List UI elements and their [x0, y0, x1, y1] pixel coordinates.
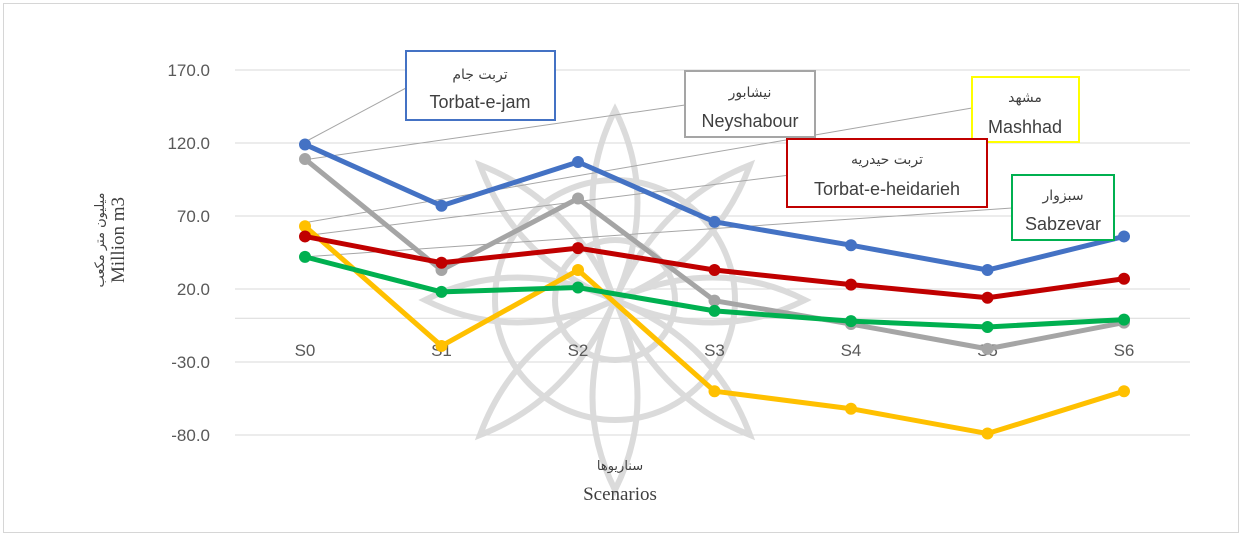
- series-label-neyshabour: نیشابور Neyshabour: [684, 70, 816, 138]
- y-axis-ticks: 170.0 120.0 70.0 20.0 -30.0 -80.0: [167, 61, 210, 445]
- data-point: [435, 339, 448, 352]
- series-label-fa: نیشابور: [728, 85, 772, 101]
- data-point: [981, 342, 994, 355]
- data-point: [572, 281, 584, 294]
- series-label-en: Torbat-e-jam: [429, 92, 530, 112]
- data-point: [299, 138, 311, 151]
- x-axis-title-fa: سناریوها: [597, 459, 643, 474]
- data-point: [572, 192, 584, 205]
- y-axis-title-fa: میلیون متر مکعب: [93, 193, 108, 288]
- x-axis-ticks: S0S1S2S3S4S5S6: [295, 341, 1135, 360]
- data-point: [708, 304, 721, 317]
- series-label-sabzevar: سبزوار Sabzevar: [1011, 174, 1115, 241]
- data-point: [708, 294, 721, 307]
- series-label-fa: مشهد: [1008, 90, 1042, 106]
- data-point: [435, 285, 448, 298]
- x-tick-label: S6: [1114, 341, 1135, 360]
- data-point: [845, 239, 857, 252]
- data-point: [981, 264, 994, 277]
- data-point: [572, 155, 584, 168]
- data-point: [708, 385, 721, 398]
- y-axis-title-en: Million m3: [108, 197, 129, 283]
- x-tick-label: S2: [568, 341, 589, 360]
- series-label-mashhad: مشهد Mashhad: [971, 76, 1080, 143]
- series-label-en: Torbat-e-heidarieh: [814, 179, 960, 199]
- series-label-en: Mashhad: [988, 117, 1062, 137]
- data-point: [845, 402, 857, 415]
- data-point: [572, 264, 584, 277]
- data-point: [981, 320, 994, 333]
- data-point: [1118, 385, 1130, 398]
- data-point: [1118, 230, 1130, 243]
- x-tick-label: S0: [295, 341, 316, 360]
- series-label-fa: سبزوار: [1041, 188, 1083, 204]
- x-tick-label: S3: [704, 341, 725, 360]
- series-label-torbat-e-heidarieh: تربت حیدریه Torbat-e-heidarieh: [786, 138, 988, 208]
- data-point: [845, 315, 857, 328]
- y-tick-label: 20.0: [177, 280, 210, 299]
- series-group: [299, 138, 1130, 440]
- data-point: [1118, 272, 1130, 285]
- y-tick-label: 70.0: [177, 207, 210, 226]
- data-point: [845, 278, 857, 291]
- y-axis-title: میلیون متر مکعب Million m3: [93, 193, 129, 288]
- data-point: [435, 256, 448, 269]
- series-label-en: Neyshabour: [701, 111, 798, 131]
- y-tick-label: 170.0: [167, 61, 210, 80]
- data-point: [299, 153, 311, 166]
- data-point: [708, 264, 721, 277]
- x-axis-title: Scenarios: [583, 484, 657, 505]
- series-label-fa: تربت جام: [452, 67, 507, 83]
- y-tick-label: -30.0: [171, 353, 210, 372]
- series-label-torbat-e-jam: تربت جام Torbat-e-jam: [405, 50, 556, 121]
- chart-frame: [3, 3, 1239, 533]
- y-tick-label: 120.0: [167, 134, 210, 153]
- y-tick-label: -80.0: [171, 426, 210, 445]
- data-point: [572, 242, 584, 255]
- data-point: [299, 230, 311, 243]
- data-point: [981, 291, 994, 304]
- data-point: [1118, 313, 1130, 326]
- series-label-en: Sabzevar: [1025, 214, 1101, 234]
- data-point: [299, 250, 311, 263]
- series-line: [302, 141, 1127, 273]
- data-point: [299, 220, 311, 233]
- data-point: [435, 199, 448, 212]
- x-tick-label: S4: [841, 341, 862, 360]
- series-label-fa: تربت حیدریه: [851, 152, 923, 168]
- data-point: [708, 215, 721, 228]
- data-point: [981, 427, 994, 440]
